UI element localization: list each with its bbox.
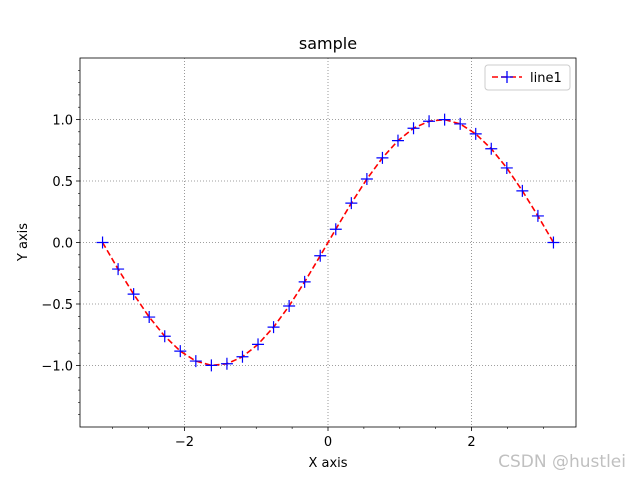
data-point-marker	[516, 184, 529, 197]
data-point-marker	[531, 209, 544, 222]
x-tick-label: −2	[175, 435, 194, 450]
data-point-marker	[314, 249, 327, 262]
data-point-marker	[500, 161, 513, 174]
axes: −2 0 2 −1.0 −0.5 0.0 0.5 1.0	[41, 57, 577, 450]
watermark-text: CSDN @hustlei	[498, 452, 626, 472]
data-point-marker	[220, 357, 233, 370]
data-point-marker	[360, 173, 373, 186]
data-point-marker	[112, 263, 125, 276]
y-tick-label: 1.0	[52, 114, 73, 129]
data-point-marker	[267, 321, 280, 334]
data-point-marker	[205, 359, 218, 372]
data-point-marker	[454, 117, 467, 130]
y-tick-label: −1.0	[41, 360, 73, 375]
plot-frame	[79, 57, 577, 428]
data-point-marker	[391, 134, 404, 147]
data-point-marker	[158, 330, 171, 343]
data-point-marker	[96, 236, 109, 249]
legend: line1	[484, 64, 571, 91]
data-point-marker	[407, 122, 420, 135]
data-point-marker	[376, 151, 389, 164]
data-point-marker	[547, 236, 560, 249]
data-point-marker	[329, 223, 342, 236]
data-point-marker	[438, 113, 451, 126]
y-tick-label: 0.5	[52, 175, 73, 190]
y-axis-label: Y axis	[16, 223, 31, 262]
data-point-marker	[283, 299, 296, 312]
data-point-marker	[127, 288, 140, 301]
data-point-marker	[189, 355, 202, 368]
data-point-marker	[423, 115, 436, 128]
legend-label-line1: line1	[530, 71, 562, 86]
chart-title: sample	[299, 34, 357, 53]
x-tick-label: 0	[324, 435, 332, 450]
y-tick-label: −0.5	[41, 298, 73, 313]
x-tick-label: 2	[467, 435, 475, 450]
y-tick-label: 0.0	[52, 237, 73, 252]
series-line-line1	[101, 118, 555, 367]
data-point-marker	[345, 197, 358, 210]
legend-box	[484, 64, 571, 91]
legend-marker	[501, 71, 513, 83]
data-point-marker	[143, 311, 156, 324]
data-point-marker	[298, 275, 311, 288]
series-group	[96, 113, 560, 372]
data-point-marker	[174, 345, 187, 358]
data-point-marker	[236, 350, 249, 363]
data-point-marker	[252, 338, 265, 351]
x-axis-label: X axis	[308, 456, 347, 471]
data-point-marker	[469, 127, 482, 140]
data-point-marker	[485, 142, 498, 155]
